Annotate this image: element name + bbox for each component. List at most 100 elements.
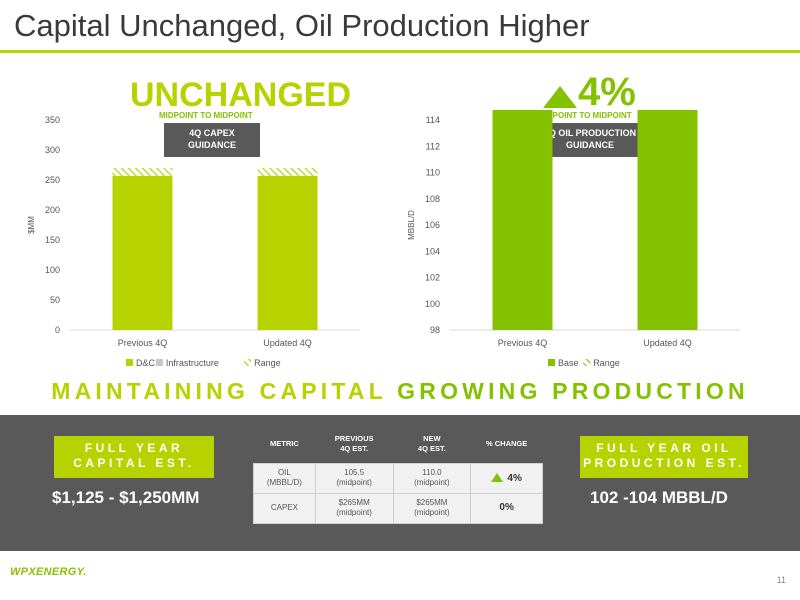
up-arrow-icon (491, 472, 504, 482)
capital-est-value: $1,125 - $1,250MM (52, 488, 200, 507)
production-est-value: 102 -104 MBBL/D (590, 488, 728, 507)
company-logo: WPXENERGY. (10, 566, 87, 578)
y-axis-label: MBBL/D (407, 210, 416, 240)
cell-metric-line2: (MBBL/D) (266, 478, 302, 487)
y-axis-label: $MM (27, 216, 36, 234)
cell-new-line1: 110.0 (422, 468, 442, 477)
oil-production-chart: 98 100 102 104 106 108 110 112 114 MBBL/D Previous… (407, 110, 740, 368)
cell-new: 110.0 (midpoint) (392, 462, 472, 494)
capex-guidance-line1: 4Q CAPEX (189, 128, 235, 138)
capex-chart: 0 50 100 150 200 250 300 350 $MM Previous 4Q Updat… (27, 115, 360, 368)
banner-maintaining-capital: MAINTAINING CAPITAL (51, 378, 387, 404)
table-header-row: METRIC PREVIOUS 4Q EST. NEW 4Q EST. % CHAN… (254, 425, 543, 463)
growth-headline: 4% (578, 70, 636, 114)
cell-metric-line1: OIL (277, 468, 291, 477)
left-subheadline: MIDPOINT TO MIDPOINT (159, 111, 253, 120)
cell-previous-line2: (midpoint) (336, 508, 372, 517)
cell-new: $265MM (midpoint) (392, 492, 472, 524)
header-previous-line1: PREVIOUS (334, 433, 374, 443)
header-previous-line2: 4Q EST. (340, 443, 369, 453)
y-tick-label: 200 (45, 205, 60, 215)
y-tick-label: 106 (425, 220, 440, 230)
production-est-line2: PRODUCTION EST. (583, 456, 745, 470)
bar-base (637, 110, 698, 330)
legend-swatch (583, 359, 591, 366)
header-change: % CHANGE (471, 425, 543, 463)
legend-entry: Range (593, 358, 620, 368)
legend-swatch (126, 359, 133, 366)
banner: MAINTAINING CAPITAL GROWING PRODUCTION (0, 378, 800, 405)
header-previous: PREVIOUS 4Q EST. (315, 425, 393, 463)
bar-base (492, 110, 553, 330)
y-tick-label: 110 (426, 168, 440, 178)
cell-metric: OIL (MBBL/D) (253, 462, 316, 494)
cell-new-line1: $265MM (416, 498, 448, 507)
legend-swatch (155, 359, 163, 366)
table-row: CAPEX $265MM (midpoint) $265MM (midpoint) … (253, 492, 543, 524)
header-metric: METRIC (254, 425, 316, 463)
x-tick-label: Updated 4Q (643, 338, 692, 348)
cell-change-value: 4% (507, 472, 522, 484)
y-tick-label: 0 (55, 325, 60, 335)
legend-swatch (548, 359, 555, 366)
production-est-box: FULL YEAR OIL PRODUCTION EST. (580, 436, 748, 478)
y-tick-label: 114 (426, 115, 440, 125)
oil-guidance-line2: GUIDANCE (565, 140, 614, 150)
up-arrow-icon (543, 86, 577, 108)
header-new: NEW 4Q EST. (393, 425, 471, 463)
legend-entry: Base (558, 358, 579, 368)
cell-previous: $265MM (midpoint) (314, 492, 394, 524)
title-rule (0, 50, 800, 53)
page-number: 11 (776, 575, 786, 585)
y-tick-label: 102 (425, 273, 440, 283)
capex-guidance-box: 4Q CAPEX GUIDANCE (164, 123, 260, 157)
capital-est-line2: CAPITAL EST. (73, 456, 195, 470)
cell-metric: CAPEX (253, 492, 316, 524)
legend-entry: Infrastructure (166, 358, 219, 368)
metrics-table: METRIC PREVIOUS 4Q EST. NEW 4Q EST. % CHAN… (253, 425, 543, 524)
y-tick-label: 104 (425, 246, 440, 256)
unchanged-headline: UNCHANGED (130, 76, 351, 114)
y-tick-label: 112 (426, 141, 440, 151)
x-tick-label: Previous 4Q (118, 338, 168, 348)
header-new-line1: NEW (423, 433, 441, 443)
legend-swatch (244, 359, 252, 366)
capex-guidance-line2: GUIDANCE (187, 140, 236, 150)
y-tick-label: 100 (425, 299, 440, 309)
legend-entry: Range (254, 358, 281, 368)
cell-previous-line1: 105.5 (344, 468, 365, 477)
cell-change: 0% (470, 492, 543, 524)
bar-range (112, 168, 173, 176)
cell-metric-line1: CAPEX (270, 503, 298, 512)
oil-guidance-line1: 4Q OIL PRODUCTION (543, 128, 637, 138)
cell-new-line2: (midpoint) (414, 478, 450, 487)
header-new-line2: 4Q EST. (417, 443, 446, 453)
capital-est-line1: FULL YEAR (84, 441, 184, 455)
header-change-label: % CHANGE (485, 438, 528, 448)
right-subheadline: MIDPOINT TO MIDPOINT (538, 111, 632, 120)
x-tick-label: Updated 4Q (263, 338, 312, 348)
cell-previous-line2: (midpoint) (336, 478, 372, 487)
table-row: OIL (MBBL/D) 105.5 (midpoint) 110.0 (midpoi… (253, 462, 543, 494)
cell-previous-line1: $265MM (338, 498, 370, 507)
y-tick-label: 50 (50, 295, 60, 305)
bar-d-c (257, 175, 318, 330)
cell-new-line2: (midpoint) (414, 508, 450, 517)
y-tick-label: 108 (425, 194, 440, 204)
header-metric-label: METRIC (270, 438, 299, 448)
y-tick-label: 350 (45, 115, 60, 125)
x-tick-label: Previous 4Q (498, 338, 548, 348)
bar-d-c (112, 175, 173, 330)
banner-growing-production: GROWING PRODUCTION (397, 378, 749, 404)
bar-range (257, 168, 318, 176)
production-est-line1: FULL YEAR OIL (596, 441, 732, 455)
capital-est-box: FULL YEAR CAPITAL EST. (54, 436, 214, 478)
cell-change-value: 0% (499, 502, 514, 513)
legend-entry: D&C (136, 358, 156, 368)
y-tick-label: 98 (430, 325, 440, 335)
y-tick-label: 150 (45, 235, 60, 245)
y-tick-label: 100 (45, 265, 60, 275)
cell-previous: 105.5 (midpoint) (314, 462, 394, 494)
y-tick-label: 250 (45, 175, 60, 185)
y-tick-label: 300 (45, 145, 60, 155)
